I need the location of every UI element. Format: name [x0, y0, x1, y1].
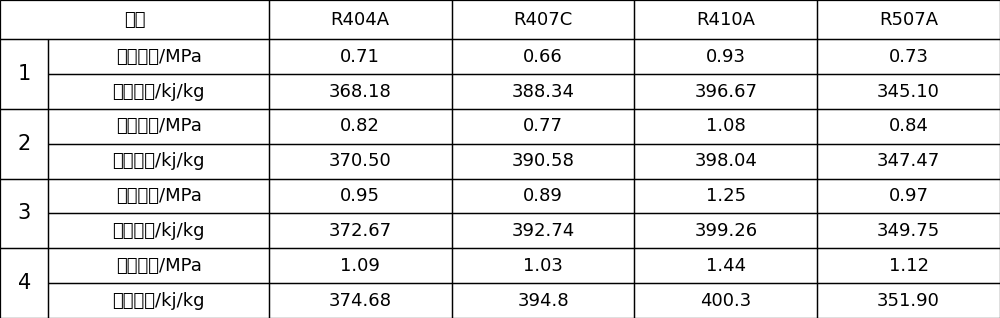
Bar — [817, 0, 1000, 39]
Bar — [634, 283, 817, 318]
Text: 0.66: 0.66 — [523, 48, 563, 66]
Bar — [48, 109, 269, 144]
Text: 1.09: 1.09 — [340, 257, 380, 275]
Text: 0.77: 0.77 — [523, 117, 563, 135]
Bar — [817, 109, 1000, 144]
Bar — [0, 179, 48, 248]
Text: 内容: 内容 — [124, 11, 145, 29]
Bar — [634, 0, 817, 39]
Text: 汽化潜热/kj/kg: 汽化潜热/kj/kg — [112, 83, 205, 100]
Bar — [452, 144, 634, 179]
Bar — [634, 109, 817, 144]
Bar — [48, 74, 269, 109]
Text: R404A: R404A — [331, 11, 390, 29]
Text: 汽化潜热/kj/kg: 汽化潜热/kj/kg — [112, 222, 205, 240]
Text: 1.03: 1.03 — [523, 257, 563, 275]
Text: 1.08: 1.08 — [706, 117, 746, 135]
Text: 汽化潜热/kj/kg: 汽化潜热/kj/kg — [112, 292, 205, 310]
Bar — [269, 283, 452, 318]
Text: 374.68: 374.68 — [329, 292, 392, 310]
Bar — [0, 0, 269, 39]
Text: 0.95: 0.95 — [340, 187, 380, 205]
Bar — [269, 74, 452, 109]
Text: 349.75: 349.75 — [877, 222, 940, 240]
Bar — [817, 213, 1000, 248]
Text: 372.67: 372.67 — [329, 222, 392, 240]
Bar — [452, 248, 634, 283]
Text: R410A: R410A — [696, 11, 755, 29]
Text: 0.97: 0.97 — [889, 187, 929, 205]
Text: 0.93: 0.93 — [706, 48, 746, 66]
Text: R507A: R507A — [879, 11, 938, 29]
Text: 351.90: 351.90 — [877, 292, 940, 310]
Text: 3: 3 — [18, 204, 31, 224]
Bar — [817, 179, 1000, 213]
Bar — [48, 213, 269, 248]
Text: 392.74: 392.74 — [511, 222, 575, 240]
Bar — [269, 213, 452, 248]
Bar — [48, 39, 269, 74]
Text: 399.26: 399.26 — [694, 222, 757, 240]
Text: 345.10: 345.10 — [877, 83, 940, 100]
Text: 0.71: 0.71 — [340, 48, 380, 66]
Text: 1.44: 1.44 — [706, 257, 746, 275]
Text: 工作压力/MPa: 工作压力/MPa — [116, 48, 202, 66]
Bar — [452, 283, 634, 318]
Text: 工作压力/MPa: 工作压力/MPa — [116, 117, 202, 135]
Bar — [269, 109, 452, 144]
Text: 1.12: 1.12 — [889, 257, 929, 275]
Text: 0.82: 0.82 — [340, 117, 380, 135]
Bar — [48, 144, 269, 179]
Text: 工作压力/MPa: 工作压力/MPa — [116, 187, 202, 205]
Bar — [817, 74, 1000, 109]
Bar — [817, 144, 1000, 179]
Bar — [48, 283, 269, 318]
Bar — [634, 248, 817, 283]
Text: 0.84: 0.84 — [889, 117, 929, 135]
Text: 1.25: 1.25 — [706, 187, 746, 205]
Text: R407C: R407C — [513, 11, 573, 29]
Bar — [817, 248, 1000, 283]
Bar — [634, 39, 817, 74]
Bar — [48, 248, 269, 283]
Bar — [634, 213, 817, 248]
Text: 388.34: 388.34 — [512, 83, 575, 100]
Bar — [817, 39, 1000, 74]
Bar — [269, 0, 452, 39]
Bar — [269, 39, 452, 74]
Bar — [269, 179, 452, 213]
Bar — [634, 179, 817, 213]
Text: 396.67: 396.67 — [694, 83, 757, 100]
Bar — [48, 179, 269, 213]
Bar — [0, 39, 48, 109]
Text: 394.8: 394.8 — [517, 292, 569, 310]
Bar — [0, 248, 48, 318]
Bar — [0, 109, 48, 179]
Bar — [269, 144, 452, 179]
Bar — [452, 74, 634, 109]
Bar — [452, 213, 634, 248]
Bar — [817, 283, 1000, 318]
Bar — [452, 39, 634, 74]
Text: 1: 1 — [18, 64, 31, 84]
Text: 368.18: 368.18 — [329, 83, 392, 100]
Text: 347.47: 347.47 — [877, 152, 940, 170]
Bar — [452, 109, 634, 144]
Text: 汽化潜热/kj/kg: 汽化潜热/kj/kg — [112, 152, 205, 170]
Text: 398.04: 398.04 — [694, 152, 757, 170]
Text: 2: 2 — [18, 134, 31, 154]
Text: 工作压力/MPa: 工作压力/MPa — [116, 257, 202, 275]
Bar — [634, 144, 817, 179]
Text: 0.89: 0.89 — [523, 187, 563, 205]
Text: 370.50: 370.50 — [329, 152, 392, 170]
Text: 4: 4 — [18, 273, 31, 293]
Bar — [269, 248, 452, 283]
Text: 390.58: 390.58 — [512, 152, 574, 170]
Bar — [452, 179, 634, 213]
Text: 0.73: 0.73 — [889, 48, 929, 66]
Bar — [452, 0, 634, 39]
Text: 400.3: 400.3 — [700, 292, 751, 310]
Bar — [634, 74, 817, 109]
